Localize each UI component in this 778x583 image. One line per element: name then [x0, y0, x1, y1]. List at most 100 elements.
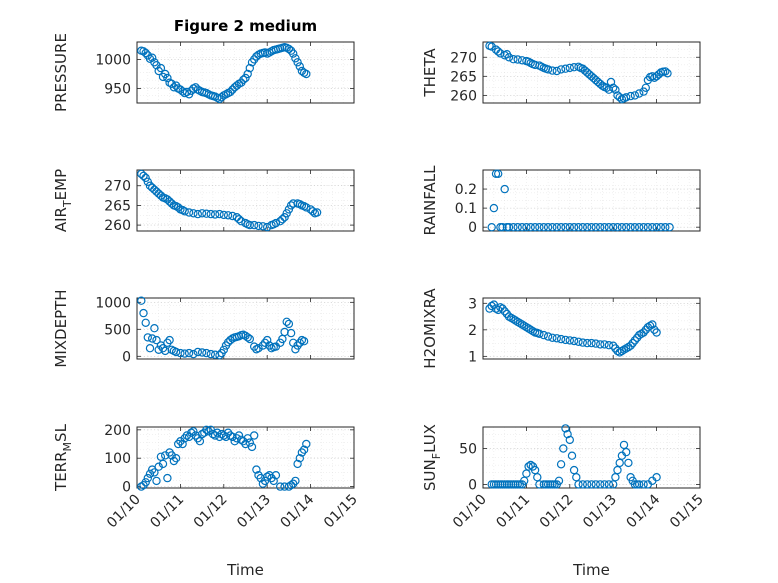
subplot-h2omixra: 1 2 3 H2OMIXRA: [421, 288, 701, 369]
y-tick-label: 265: [450, 69, 477, 85]
data-point: [578, 222, 588, 232]
data-point: [500, 480, 509, 489]
data-point: [160, 451, 170, 460]
data-point: [284, 44, 294, 54]
data-point: [615, 348, 624, 357]
data-point: [661, 67, 670, 76]
data-point: [278, 214, 287, 224]
y-axis-label: RAINFALL: [421, 165, 439, 236]
data-point: [180, 349, 189, 358]
series-markers: [137, 425, 311, 491]
x-axis-label: Time: [226, 561, 264, 579]
data-point: [236, 216, 246, 226]
data-point: [511, 316, 520, 325]
data-point: [604, 85, 614, 94]
y-tick-label: 270: [450, 50, 477, 66]
data-point: [630, 336, 640, 345]
data-point: [137, 296, 146, 305]
data-point: [232, 81, 241, 90]
y-tick-label: 260: [450, 88, 477, 104]
data-point: [596, 340, 605, 349]
data-point: [295, 454, 304, 463]
y-tick-label: 950: [104, 81, 131, 97]
data-point: [254, 221, 263, 231]
data-point: [635, 480, 644, 489]
data-point: [302, 69, 311, 79]
data-point: [171, 347, 181, 357]
data-point: [180, 207, 189, 216]
y-tick-label: 260: [104, 218, 131, 234]
axes-box: [482, 297, 701, 360]
data-point: [617, 222, 627, 232]
data-point: [163, 473, 172, 483]
data-point: [526, 460, 535, 470]
axes-box: [482, 41, 701, 104]
data-point: [565, 63, 575, 73]
data-point: [543, 332, 553, 341]
data-point: [215, 351, 224, 360]
data-point: [639, 222, 648, 232]
data-point: [496, 49, 505, 58]
data-point: [487, 301, 496, 311]
subplot-mixdepth: 0 500 1000 MIXDEPTH: [52, 289, 355, 368]
data-point: [569, 62, 579, 72]
data-point: [652, 473, 661, 482]
data-point: [206, 209, 215, 219]
data-point: [165, 335, 174, 345]
data-point: [204, 427, 213, 436]
data-point: [312, 208, 322, 217]
data-point: [613, 465, 622, 475]
data-point: [291, 476, 300, 486]
data-point: [609, 222, 618, 232]
data-point: [606, 77, 616, 87]
data-point: [524, 462, 533, 471]
data-point: [282, 317, 291, 326]
data-point: [565, 336, 575, 345]
series-markers: [485, 41, 672, 104]
data-point: [139, 308, 148, 318]
axes-box: [136, 297, 355, 360]
y-axis-label: SUNFLUX: [421, 424, 443, 491]
data-point: [650, 325, 659, 334]
data-point: [615, 458, 624, 468]
data-point: [243, 333, 252, 342]
data-point: [193, 347, 202, 357]
data-point: [171, 454, 181, 463]
data-point: [286, 328, 296, 338]
data-point: [574, 480, 583, 489]
data-point: [302, 439, 311, 449]
data-point: [643, 222, 653, 232]
data-point: [245, 334, 254, 344]
data-point: [552, 66, 562, 76]
data-point: [284, 205, 294, 214]
data-point: [572, 473, 581, 482]
data-point: [143, 333, 152, 342]
data-point: [293, 58, 302, 67]
data-point: [152, 476, 161, 486]
grid-lines: [137, 298, 354, 359]
data-point: [184, 208, 194, 217]
data-point: [524, 324, 533, 333]
data-point: [284, 482, 294, 491]
data-point: [189, 349, 198, 359]
data-point: [648, 222, 657, 232]
data-point: [591, 339, 601, 348]
grid-lines: [483, 170, 700, 231]
data-point: [156, 63, 166, 73]
data-point: [141, 478, 150, 487]
axes-box: [136, 41, 355, 104]
data-point: [548, 222, 557, 232]
data-point: [526, 325, 535, 334]
data-point: [641, 83, 651, 93]
data-point: [504, 53, 514, 62]
data-point: [167, 451, 176, 460]
y-tick-label: 1: [468, 349, 477, 365]
data-point: [604, 341, 614, 350]
data-point: [556, 65, 566, 74]
data-point: [619, 440, 629, 450]
data-point: [152, 60, 161, 70]
data-point: [494, 47, 503, 56]
data-point: [228, 211, 237, 221]
data-point: [574, 337, 583, 346]
data-point: [167, 199, 176, 208]
